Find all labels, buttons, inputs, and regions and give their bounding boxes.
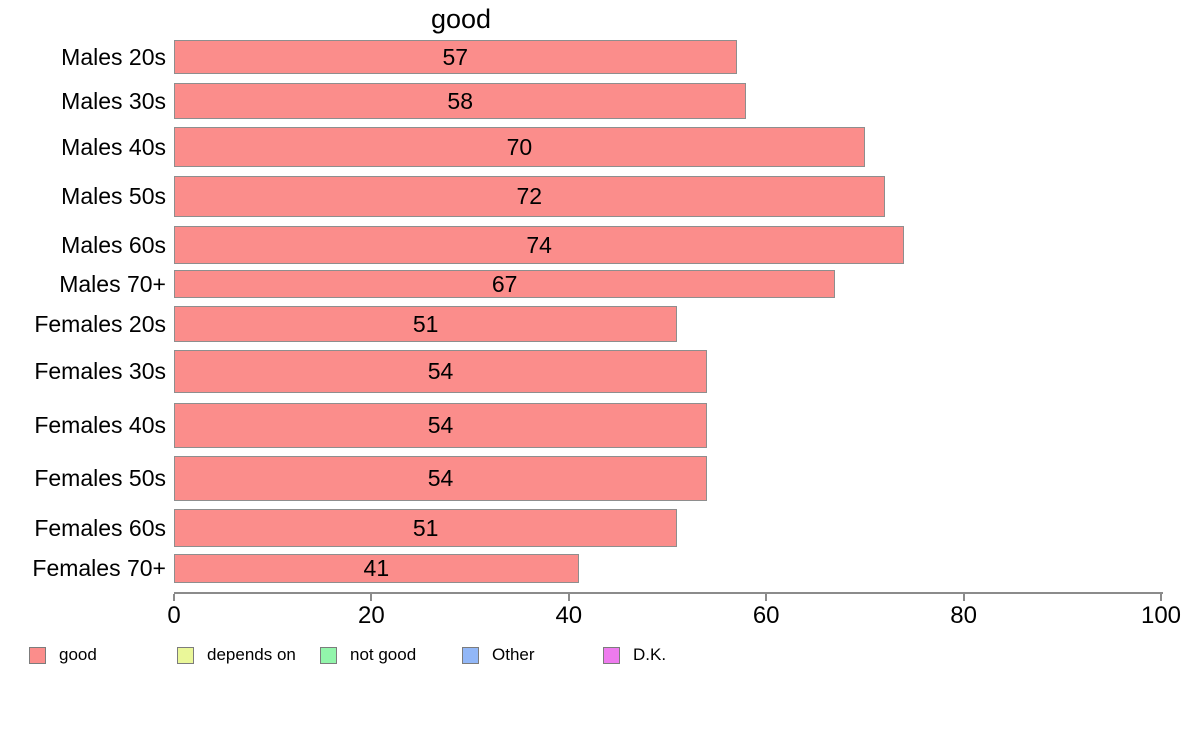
category-label: Females 40s <box>34 412 166 438</box>
bar-value-label: 51 <box>412 514 439 541</box>
category-label: Females 60s <box>34 514 166 541</box>
category-label: Males 50s <box>61 183 166 209</box>
category-label: Females 70+ <box>32 555 166 581</box>
bar-value-label: 74 <box>526 231 552 258</box>
bar: 51 <box>174 509 678 547</box>
bar-value-label: 70 <box>506 133 533 160</box>
x-axis-tick <box>567 594 570 601</box>
category-label: Males 30s <box>61 87 166 114</box>
legend-swatch-icon <box>177 646 194 664</box>
bar-value-label: 67 <box>491 270 518 297</box>
legend-swatch-icon <box>462 646 479 664</box>
bar: 70 <box>174 127 865 167</box>
legend-swatch-icon <box>320 646 337 664</box>
bar-value-label: 41 <box>363 555 390 581</box>
bar-value-label: 72 <box>516 183 543 209</box>
x-axis-tick <box>173 594 175 601</box>
legend-label: Other <box>492 645 535 664</box>
bar: 74 <box>174 226 905 264</box>
bar: 58 <box>174 83 747 119</box>
x-axis-tick-label: 20 <box>358 602 385 629</box>
legend-swatch-icon <box>29 646 46 664</box>
legend-label: depends on <box>207 645 296 664</box>
x-axis-tick <box>962 594 965 601</box>
legend-item-not-good: not good <box>320 645 416 665</box>
category-label: Males 20s <box>61 43 166 70</box>
legend-item-other: Other <box>462 645 535 665</box>
legend-swatch-icon <box>603 646 620 664</box>
bar: 72 <box>174 176 885 217</box>
legend-item-depends-on: depends on <box>177 645 296 665</box>
bar: 54 <box>174 456 707 501</box>
bar: 57 <box>174 40 737 74</box>
x-axis-tick-label: 80 <box>950 602 977 629</box>
bar-value-label: 58 <box>447 87 474 114</box>
bar: 67 <box>174 270 836 298</box>
x-axis-tick-label: 0 <box>167 602 181 629</box>
bar: 41 <box>174 554 579 583</box>
category-label: Females 30s <box>34 358 166 384</box>
bar: 51 <box>174 306 678 342</box>
x-axis-tick-label: 40 <box>555 602 583 629</box>
category-label: Males 70+ <box>59 270 166 297</box>
category-label: Females 20s <box>34 310 166 337</box>
bar-value-label: 54 <box>427 412 454 438</box>
category-label: Females 50s <box>34 465 166 491</box>
chart-title: good <box>430 4 492 34</box>
legend-item-d-k: D.K. <box>603 645 666 665</box>
bar: 54 <box>174 403 707 448</box>
x-axis-tick <box>370 594 373 601</box>
bar-value-label: 54 <box>427 465 454 491</box>
x-axis-tick <box>765 594 768 601</box>
x-axis-tick <box>1160 594 1162 601</box>
category-label: Males 40s <box>61 133 166 160</box>
x-axis-line <box>174 592 1163 594</box>
x-axis-tick-label: 100 <box>1140 602 1182 629</box>
bar: 54 <box>174 350 707 393</box>
x-axis-tick-label: 60 <box>752 602 780 629</box>
bar-value-label: 51 <box>412 310 439 337</box>
legend-item-good: good <box>29 645 97 665</box>
legend-label: D.K. <box>633 645 667 664</box>
bar-value-label: 54 <box>427 358 454 384</box>
bar-value-label: 57 <box>442 43 469 70</box>
legend-label: good <box>59 645 97 664</box>
legend-label: not good <box>350 645 417 664</box>
category-label: Males 60s <box>61 231 166 258</box>
